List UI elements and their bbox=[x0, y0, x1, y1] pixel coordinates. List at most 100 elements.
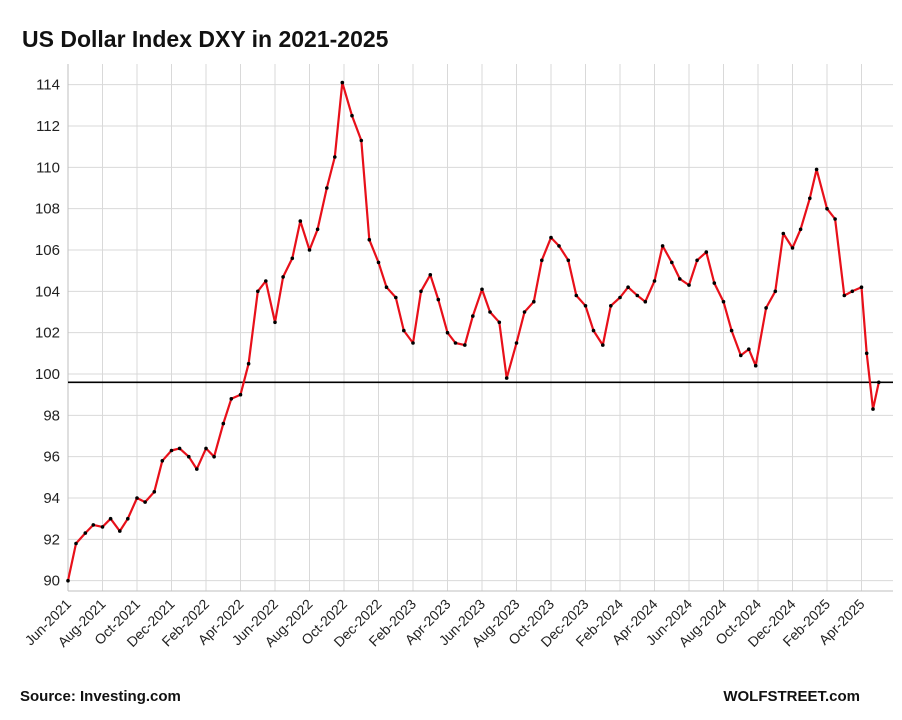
dxy-data-point bbox=[626, 285, 630, 290]
dxy-data-point bbox=[798, 227, 803, 232]
dxy-data-point bbox=[91, 523, 96, 527]
dxy-data-point bbox=[135, 496, 139, 500]
dxy-data-point bbox=[670, 260, 674, 265]
dxy-data-point bbox=[687, 283, 691, 287]
dxy-data-point bbox=[790, 246, 795, 250]
dxy-data-point bbox=[781, 231, 786, 236]
y-tick-label: 100 bbox=[35, 366, 60, 383]
dxy-data-point bbox=[549, 235, 553, 240]
dxy-data-point bbox=[601, 343, 605, 347]
dxy-data-point bbox=[729, 328, 734, 333]
y-tick-label: 90 bbox=[43, 573, 60, 590]
dxy-data-point bbox=[307, 248, 312, 252]
dxy-data-point bbox=[814, 167, 819, 172]
chart-title: US Dollar Index DXY in 2021-2025 bbox=[22, 26, 389, 52]
dxy-data-point bbox=[66, 578, 70, 583]
dxy-data-point bbox=[712, 281, 717, 285]
dxy-data-point bbox=[152, 490, 157, 494]
dxy-data-point bbox=[229, 397, 234, 401]
dxy-data-point bbox=[325, 186, 329, 190]
dxy-data-point bbox=[833, 217, 837, 221]
dxy-data-point bbox=[177, 446, 182, 451]
dxy-data-point bbox=[204, 446, 208, 451]
dxy-data-point bbox=[333, 155, 337, 159]
dxy-data-point bbox=[773, 289, 778, 294]
dxy-data-point bbox=[428, 273, 433, 277]
dxy-data-point bbox=[195, 467, 199, 471]
dxy-data-point bbox=[557, 244, 561, 248]
y-tick-label: 114 bbox=[36, 77, 60, 94]
dxy-data-point bbox=[514, 341, 519, 345]
source-note: Source: Investing.com bbox=[20, 688, 181, 705]
dxy-data-point bbox=[643, 299, 648, 304]
dxy-data-point bbox=[255, 289, 260, 294]
dxy-data-point bbox=[402, 328, 406, 333]
dxy-data-point bbox=[367, 237, 372, 242]
dxy-data-point bbox=[850, 289, 855, 294]
dxy-data-point bbox=[695, 258, 699, 263]
dxy-data-point bbox=[753, 363, 758, 368]
dxy-data-point bbox=[591, 328, 596, 333]
dxy-data-point bbox=[118, 529, 122, 533]
dxy-data-point bbox=[652, 279, 657, 283]
dxy-data-point bbox=[574, 293, 579, 298]
dxy-data-point bbox=[522, 310, 527, 314]
dxy-data-point bbox=[871, 407, 875, 411]
dxy-data-point bbox=[419, 289, 423, 294]
dxy-data-point bbox=[187, 454, 191, 459]
dxy-data-point bbox=[808, 196, 812, 201]
dxy-data-point bbox=[566, 258, 571, 263]
dxy-data-point bbox=[264, 279, 268, 283]
dxy-data-point bbox=[463, 343, 467, 347]
dxy-data-point bbox=[747, 347, 751, 352]
dxy-data-point bbox=[609, 304, 613, 308]
dxy-data-point bbox=[488, 310, 492, 314]
dxy-data-point bbox=[246, 361, 251, 366]
dxy-data-point bbox=[842, 293, 847, 298]
y-tick-label: 112 bbox=[36, 118, 60, 135]
dxy-data-point bbox=[143, 500, 147, 504]
dxy-data-point bbox=[532, 299, 536, 304]
dxy-data-point bbox=[635, 293, 640, 298]
dxy-data-point bbox=[583, 304, 588, 308]
dxy-data-point bbox=[445, 330, 450, 335]
dxy-series-line bbox=[66, 81, 880, 581]
dxy-data-point bbox=[540, 258, 544, 263]
dxy-data-point bbox=[238, 392, 243, 397]
dxy-data-point bbox=[678, 277, 682, 281]
dxy-data-point bbox=[825, 206, 829, 211]
dxy-data-point bbox=[108, 516, 113, 521]
dxy-data-point bbox=[298, 219, 303, 223]
dxy-data-point bbox=[221, 421, 226, 426]
y-tick-label: 104 bbox=[35, 283, 60, 300]
dxy-data-point bbox=[74, 541, 78, 546]
y-tick-label: 110 bbox=[36, 159, 60, 176]
dxy-data-point bbox=[100, 525, 105, 529]
dxy-data-point bbox=[497, 320, 502, 325]
dxy-data-point bbox=[169, 448, 174, 453]
dxy-data-point bbox=[350, 113, 354, 118]
dxy-data-point bbox=[471, 314, 475, 318]
y-tick-label: 106 bbox=[35, 242, 60, 259]
brand-label: WOLFSTREET.com bbox=[723, 688, 860, 705]
dxy-data-point bbox=[877, 380, 881, 385]
dxy-data-point bbox=[618, 295, 622, 300]
dxy-data-point bbox=[315, 227, 320, 232]
dxy-data-point bbox=[453, 341, 458, 345]
dxy-data-point bbox=[480, 287, 484, 292]
y-tick-label: 96 bbox=[43, 449, 60, 466]
dxy-data-point bbox=[384, 285, 389, 290]
dxy-data-point bbox=[160, 459, 165, 463]
y-tick-label: 98 bbox=[43, 407, 60, 424]
y-tick-label: 92 bbox=[43, 531, 60, 548]
dxy-data-point bbox=[394, 295, 398, 300]
dxy-data-point bbox=[83, 531, 88, 535]
dxy-data-point bbox=[864, 351, 869, 356]
dxy-data-point bbox=[721, 299, 726, 304]
dxy-data-point bbox=[739, 353, 743, 358]
dxy-data-point bbox=[281, 275, 285, 279]
dxy-data-point bbox=[340, 80, 345, 85]
dxy-data-point bbox=[859, 285, 864, 290]
y-tick-label: 108 bbox=[35, 201, 60, 218]
